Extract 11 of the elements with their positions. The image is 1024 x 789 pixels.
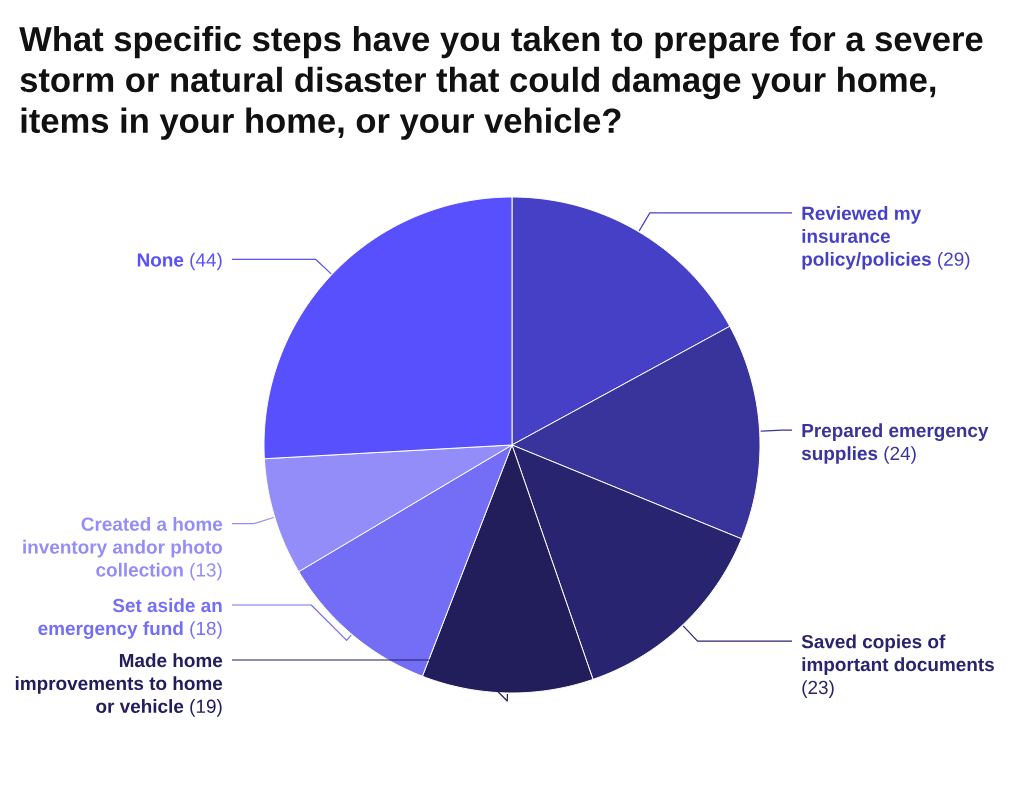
data-label: (44) [190,252,222,271]
data-label: (13) [190,562,222,581]
slice-label: Saved copies of important documents [801,634,994,675]
data-label: (18) [190,621,222,639]
data-label: (23) [802,680,834,698]
chart-title: What specific steps have you taken to prepare for a severe storm or natural disaster that could damage your home, items in your home, or your vehicle? [19,25,983,140]
slice-label: None [137,253,184,267]
data-label: (24) [884,446,916,464]
data-label: (29) [938,251,970,270]
data-label: (19) [190,699,222,717]
slice-label: Reviewed my insurance policy/policies [802,206,931,270]
